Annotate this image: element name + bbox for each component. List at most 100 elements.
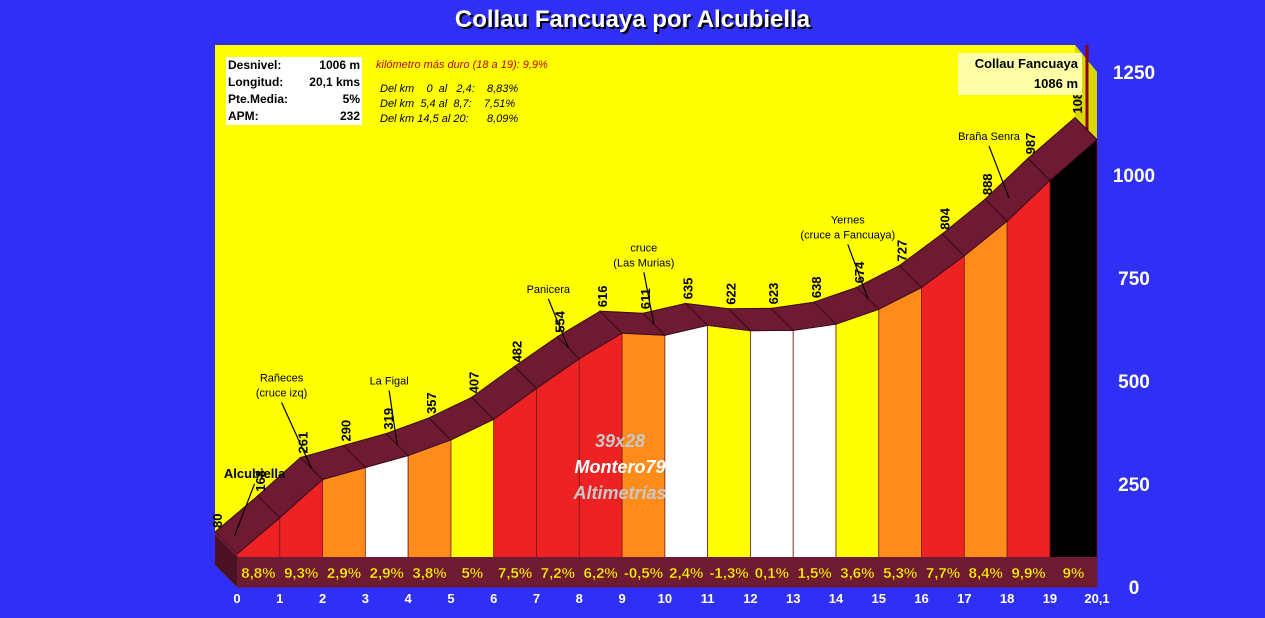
y-tick-label: 250 — [1118, 475, 1150, 496]
x-tick-label: 13 — [786, 591, 800, 606]
stat-label: APM: — [228, 109, 259, 123]
x-tick-label: 11 — [701, 591, 715, 606]
gradient-label: 6,2% — [584, 565, 618, 582]
watermark-line: Altimetrías — [573, 483, 667, 503]
x-tick-label: 9 — [618, 591, 625, 606]
x-tick-label: 12 — [743, 591, 757, 606]
x-tick-label: 18 — [1000, 591, 1014, 606]
gradient-label: 5,3% — [883, 565, 917, 582]
y-tick-label: 500 — [1118, 372, 1150, 393]
gradient-bar — [921, 254, 965, 588]
gradient-strip-side — [215, 535, 237, 587]
hardest-km-note: kilómetro más duro (18 a 19): 9,9% — [376, 59, 548, 71]
gradient-label: 3,6% — [840, 565, 874, 582]
summit-name: Collau Fancuaya — [974, 56, 1078, 71]
x-tick-label: 17 — [957, 591, 971, 606]
stat-label: Longitud: — [228, 75, 284, 89]
annotation-label: Alcubiella — [224, 466, 286, 481]
summit-altitude: 1086 m — [1033, 76, 1078, 91]
x-tick-label: 19 — [1043, 591, 1057, 606]
altitude-label: 482 — [510, 341, 525, 363]
altitude-label: 727 — [895, 240, 910, 262]
gradient-label: 0,1% — [755, 565, 789, 582]
gradient-label: 7,7% — [926, 565, 960, 582]
annotation-leader — [233, 483, 256, 537]
altitude-label: 616 — [595, 286, 610, 308]
annotation-leader — [643, 272, 655, 325]
annotation-leader — [847, 244, 869, 299]
annotation-label: (Las Murias) — [613, 257, 674, 269]
gradient-label: 9,3% — [284, 565, 318, 582]
gradient-label: 3,8% — [412, 565, 446, 582]
annotation-leader — [547, 298, 569, 348]
stat-value: 20,1 kms — [309, 75, 360, 89]
altitude-label: 261 — [296, 432, 311, 454]
gradient-label: 2,9% — [370, 565, 404, 582]
x-tick-label: 15 — [872, 591, 886, 606]
x-tick-label: 4 — [405, 591, 413, 606]
gradient-label: 7,5% — [498, 565, 532, 582]
gradient-label: 1,5% — [798, 565, 832, 582]
gradient-bar — [835, 308, 880, 588]
annotation-label: (cruce izq) — [256, 387, 307, 399]
altitude-label: 80 — [210, 514, 225, 528]
gradient-bar — [792, 323, 837, 588]
gradient-label: 8,4% — [969, 565, 1003, 582]
y-tick-label: 750 — [1118, 269, 1150, 290]
gradient-bar — [878, 286, 922, 588]
altitude-label: 407 — [467, 372, 482, 394]
x-tick-label: 8 — [576, 591, 583, 606]
stat-value: 1006 m — [319, 58, 360, 72]
stats-box: Desnivel: 1006 m Longitud: 20,1 kms Pte.… — [226, 57, 362, 125]
watermark-line: Montero79 — [574, 457, 666, 477]
altitude-label: 987 — [1023, 133, 1038, 155]
y-tick-label: 0 — [1129, 578, 1140, 599]
gradient-label: -0,5% — [624, 565, 663, 582]
watermark-line: 39x28 — [594, 431, 646, 451]
gradient-bar — [963, 220, 1008, 588]
stat-label: Desnivel: — [228, 58, 282, 72]
annotation-label: Yernes — [831, 214, 865, 226]
x-tick-label: 6 — [490, 591, 497, 606]
stat-row-desnivel: Desnivel: 1006 m — [226, 57, 362, 74]
y-axis: 0 250 500 750 1000 1250 — [1113, 63, 1155, 599]
x-tick-label: 2 — [319, 591, 326, 606]
stat-label: Pte.Media: — [228, 92, 289, 106]
altitude-label: 638 — [809, 276, 824, 298]
x-tick-label: 10 — [658, 591, 672, 606]
gradient-label: 2,4% — [669, 565, 703, 582]
annotations: Alcubiella Rañeces (cruce izq) La Figal Pani… — [224, 131, 1021, 537]
y-tick-label: 1000 — [1113, 166, 1155, 187]
gradient-label: 9,9% — [1011, 565, 1045, 582]
stat-value: 5% — [342, 92, 360, 106]
y-tick-label: 1250 — [1113, 63, 1155, 84]
stat-row-longitud: Longitud: 20,1 kms — [226, 74, 362, 91]
annotation-label: Braña Senra — [958, 131, 1021, 143]
x-tick-label: 7 — [533, 591, 540, 606]
stat-row-apm: APM: 232 — [226, 108, 362, 125]
gradient-label: 8,8% — [241, 565, 275, 582]
chart-title: Collau Fancuaya por Alcubiella — [454, 6, 811, 33]
stat-value: 232 — [339, 109, 360, 123]
watermark: 39x28 Montero79 Altimetrías — [540, 428, 700, 506]
annotation-label: (cruce a Fancuaya) — [800, 229, 895, 241]
annotation-label: Rañeces — [260, 372, 304, 384]
altitude-label: 635 — [681, 278, 696, 300]
segment-gradient: Del km 14,5 al 20: 8,09% — [380, 113, 519, 125]
x-tick-label: 14 — [829, 591, 844, 606]
altitude-label: 674 — [852, 261, 867, 283]
altitude-label: 357 — [424, 392, 439, 414]
gradient-bar — [1049, 138, 1098, 588]
altitude-label: 290 — [338, 420, 353, 442]
altitude-label: 554 — [552, 310, 567, 332]
annotation-leader — [281, 402, 313, 469]
gradient-bar — [750, 329, 794, 588]
gradient-strip — [215, 535, 1097, 587]
annotation-label: La Figal — [370, 376, 409, 388]
gradient-labels: 8,8% 9,3% 2,9% 2,9% 3,8% 5% 7,5% 7,2% 6,2% -0,5% 2… — [241, 565, 1084, 582]
gradient-bar — [707, 324, 751, 588]
altitude-label: 611 — [638, 288, 653, 309]
segment-gradient: Del km 0 al 2,4: 8,83% — [380, 83, 519, 95]
x-tick-label: 20,1 — [1084, 591, 1109, 606]
